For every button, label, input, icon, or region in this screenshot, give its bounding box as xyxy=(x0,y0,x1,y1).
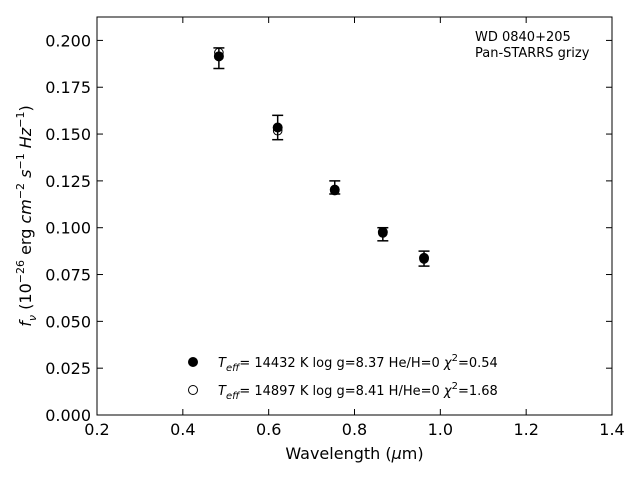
x-axis: 0.2 0.4 0.6 0.8 1.0 1.2 1.4 xyxy=(84,17,625,439)
x-tick-label: 0.6 xyxy=(256,420,281,439)
x-tick-label: 0.2 xyxy=(84,420,109,439)
y-tick-label: 0.025 xyxy=(45,359,91,378)
legend-entry-text: Teff= 14432 K log g=8.37 He/H=0 χ2=0.54 xyxy=(218,353,498,374)
legend-entry-text: Teff= 14897 K log g=8.41 H/He=0 χ2=1.68 xyxy=(218,381,498,402)
filled-circle-point xyxy=(329,184,340,195)
y-tick-label: 0.075 xyxy=(45,266,91,285)
error-bars xyxy=(213,47,430,267)
x-axis-label: Wavelength (μm) xyxy=(285,444,423,463)
filled-circle-point xyxy=(272,122,283,133)
y-tick-label: 0.100 xyxy=(45,219,91,238)
x-tick-label: 1.0 xyxy=(428,420,453,439)
legend-filled-circle-marker xyxy=(188,357,198,367)
annotation-line-2: Pan-STARRS grizy xyxy=(475,46,590,61)
x-tick-label: 1.4 xyxy=(599,420,624,439)
y-axis-label: fν (10−26 erg cm−2 s−1 Hz−1) xyxy=(14,105,39,326)
data-points xyxy=(213,47,430,264)
y-tick-label: 0.125 xyxy=(45,172,91,191)
x-tick-label: 1.2 xyxy=(513,420,538,439)
filled-circle-point xyxy=(213,51,224,62)
y-tick-label: 0.175 xyxy=(45,78,91,97)
y-axis: 0.000 0.025 0.050 0.075 0.100 0.125 0.150 0.175… xyxy=(45,31,612,425)
y-tick-label: 0.150 xyxy=(45,125,91,144)
annotation-line-1: WD 0840+205 xyxy=(475,30,571,45)
filled-circle-point xyxy=(377,227,388,238)
x-tick-label: 0.4 xyxy=(170,420,195,439)
filled-circle-point xyxy=(419,252,430,263)
legend-open-circle-marker xyxy=(188,385,198,395)
y-tick-label: 0.000 xyxy=(45,406,91,425)
y-tick-label: 0.050 xyxy=(45,312,91,331)
x-tick-label: 0.8 xyxy=(342,420,367,439)
y-tick-label: 0.200 xyxy=(45,31,91,50)
legend: Teff= 14432 K log g=8.37 He/H=0 χ2=0.54 T… xyxy=(188,353,498,402)
